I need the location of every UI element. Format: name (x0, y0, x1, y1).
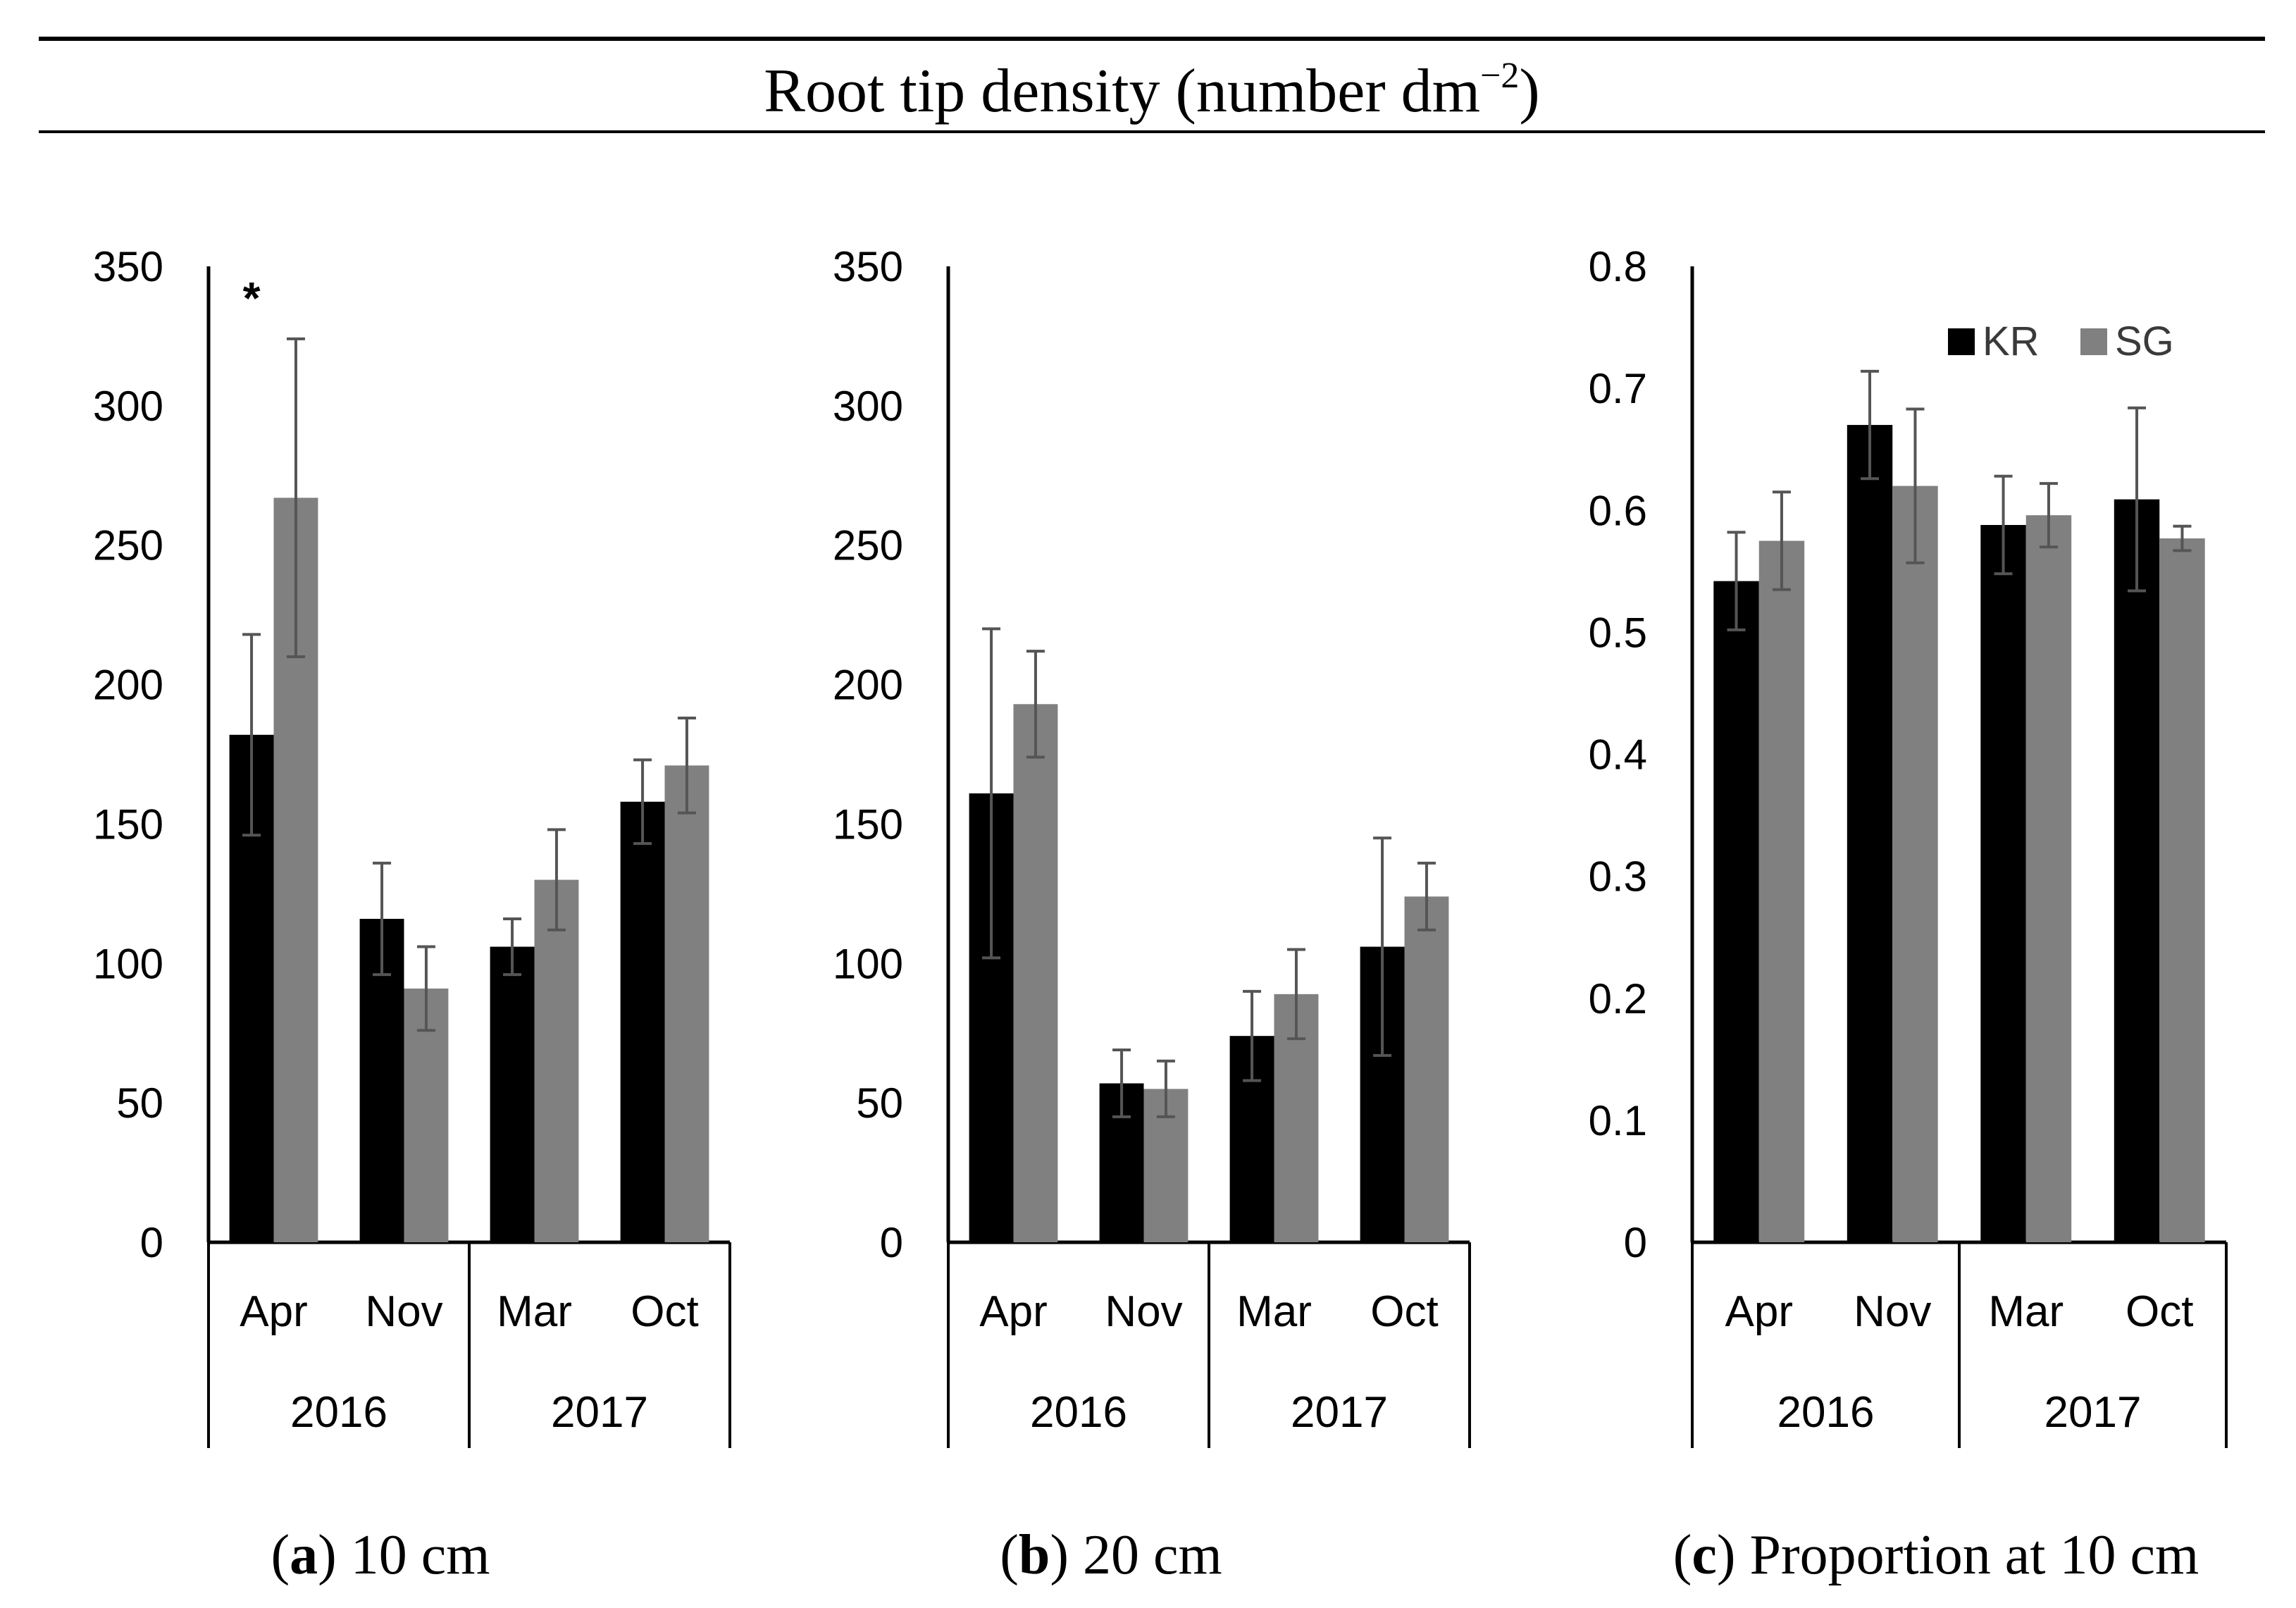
error-bar-sg (1286, 948, 1305, 1041)
legend-swatch-sg (2080, 328, 2107, 355)
x-group-label: 2016 (290, 1388, 387, 1437)
bar-kr (2114, 499, 2160, 1243)
x-category-label: Apr (1725, 1287, 1793, 1336)
caption-b: (b) 20 cm (1000, 1524, 1222, 1586)
figure-header-text: Root tip density (number dm (764, 57, 1480, 125)
y-tick-label: 0.8 (1589, 243, 1647, 290)
y-tick-label: 0.6 (1589, 487, 1647, 534)
bar-sg (534, 879, 579, 1242)
legend-label-sg: SG (2115, 318, 2174, 364)
bar-sg (2025, 515, 2072, 1242)
error-bar-sg (1026, 650, 1045, 759)
y-tick-label: 250 (833, 522, 903, 569)
error-bar-kr (1727, 531, 1746, 631)
x-group-label: 2016 (1030, 1388, 1127, 1437)
error-bar-kr (633, 758, 652, 846)
error-bar-sg (286, 337, 305, 658)
bar-sg (1892, 486, 1938, 1242)
y-tick-label: 0 (880, 1219, 903, 1266)
x-category-label: Oct (2126, 1287, 2193, 1336)
x-category-label: Nov (1854, 1287, 1931, 1336)
chart-panel-c: 0 0.1 0.2 0.3 0.4 0.5 0.6 0.7 0.8 Apr Nov Mar Oct 201… (1589, 243, 2228, 1448)
x-category-label: Mar (497, 1287, 572, 1336)
y-tick-label: 300 (833, 383, 903, 430)
error-bar-sg (1906, 407, 1925, 564)
error-bar-sg (416, 945, 435, 1032)
figure-header-sup: −2 (1480, 56, 1519, 96)
figure-header-close: ) (1519, 57, 1539, 125)
x-category-label: Apr (979, 1287, 1047, 1336)
y-tick-label: 0.2 (1589, 975, 1647, 1022)
error-bar-sg (677, 717, 696, 815)
x-group-label: 2017 (1291, 1388, 1388, 1437)
x-category-label: Mar (1236, 1287, 1312, 1336)
y-tick-label: 0.3 (1589, 853, 1647, 901)
bar-kr (1980, 525, 2026, 1242)
error-bar-sg (1417, 861, 1436, 932)
y-tick-label: 0.1 (1589, 1097, 1647, 1144)
significance-marker: * (243, 273, 261, 323)
legend-label-kr: KR (1982, 318, 2040, 364)
x-group-label: 2016 (1777, 1388, 1875, 1437)
x-category-label: Mar (1988, 1287, 2064, 1336)
error-bar-sg (2173, 524, 2192, 552)
x-category-label: Oct (1370, 1287, 1438, 1336)
x-category-label: Nov (1105, 1287, 1182, 1336)
y-tick-label: 100 (93, 940, 163, 987)
error-bar-kr (1861, 369, 1880, 481)
error-bar-sg (2039, 482, 2058, 549)
bar-sg (1404, 896, 1449, 1242)
error-bar-kr (1373, 836, 1392, 1057)
y-tick-label: 0.7 (1589, 365, 1647, 412)
error-bar-sg (1156, 1059, 1175, 1118)
x-category-label: Apr (240, 1287, 307, 1336)
bar-kr (620, 801, 665, 1242)
error-bar-kr (373, 861, 392, 977)
x-group-label: 2017 (2044, 1388, 2142, 1437)
y-tick-label: 0 (1624, 1219, 1647, 1266)
error-bar-kr (982, 627, 1001, 960)
y-tick-label: 350 (833, 243, 903, 290)
x-category-label: Nov (365, 1287, 442, 1336)
error-bar-kr (1243, 989, 1262, 1082)
y-tick-label: 50 (856, 1080, 903, 1127)
chart-panel-b: 0 50 100 150 200 250 300 350 Apr Nov Mar Oct 2016 201… (833, 243, 1471, 1448)
y-tick-label: 200 (93, 662, 163, 709)
y-tick-label: 250 (93, 522, 163, 569)
bar-sg (664, 765, 709, 1242)
y-tick-label: 0.5 (1589, 609, 1647, 656)
y-tick-label: 150 (833, 800, 903, 848)
y-tick-label: 300 (93, 383, 163, 430)
y-tick-label: 50 (116, 1080, 163, 1127)
caption-c: (c) Proportion at 10 cm (1673, 1524, 2199, 1586)
error-bar-kr (1994, 474, 2013, 576)
x-category-label: Oct (631, 1287, 698, 1336)
y-tick-label: 0.4 (1589, 731, 1647, 779)
y-tick-label: 150 (93, 800, 163, 848)
bar-sg (2159, 538, 2205, 1242)
x-group-label: 2017 (551, 1388, 648, 1437)
y-tick-label: 0 (140, 1219, 163, 1266)
error-bar-kr (503, 917, 522, 977)
bar-kr (490, 946, 535, 1242)
figure-header: Root tip density (number dm−2) (764, 56, 1539, 125)
error-bar-sg (547, 828, 566, 932)
bar-kr (1713, 581, 1759, 1242)
y-tick-label: 100 (833, 940, 903, 987)
error-bar-kr (242, 633, 261, 837)
error-bar-sg (1772, 490, 1791, 591)
chart-panel-a: 0 50 100 150 200 250 300 350 Apr Nov Mar Oct 2016 201… (93, 243, 731, 1448)
y-tick-label: 350 (93, 243, 163, 290)
error-bar-kr (2128, 406, 2147, 593)
caption-a: (a) 10 cm (271, 1524, 490, 1586)
legend: KR SG (1948, 318, 2174, 364)
y-tick-label: 200 (833, 662, 903, 709)
bar-sg (1013, 704, 1058, 1242)
bar-sg (1758, 540, 1805, 1242)
bar-kr (1847, 425, 1893, 1242)
legend-swatch-kr (1948, 328, 1975, 355)
error-bar-kr (1112, 1048, 1131, 1118)
